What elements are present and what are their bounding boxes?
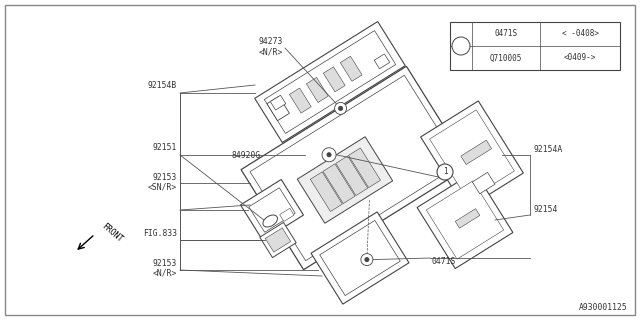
Polygon shape	[310, 172, 342, 212]
Circle shape	[322, 148, 336, 162]
Text: 1: 1	[459, 42, 463, 51]
Text: 84920G: 84920G	[232, 150, 261, 159]
Polygon shape	[289, 88, 311, 113]
Polygon shape	[249, 188, 295, 232]
Polygon shape	[417, 172, 513, 268]
Text: A930001125: A930001125	[579, 303, 628, 312]
Text: 0471S: 0471S	[495, 29, 518, 38]
Polygon shape	[250, 75, 460, 261]
Polygon shape	[461, 140, 492, 164]
Polygon shape	[266, 228, 291, 252]
Circle shape	[327, 153, 331, 157]
Polygon shape	[336, 156, 368, 196]
Polygon shape	[420, 101, 524, 209]
Text: FIG.833: FIG.833	[143, 228, 177, 237]
Text: <N/R>: <N/R>	[152, 268, 177, 277]
Polygon shape	[455, 209, 480, 228]
Bar	[450, 22, 620, 70]
Polygon shape	[323, 67, 345, 92]
Text: 0471S: 0471S	[432, 257, 456, 266]
Text: 92151: 92151	[152, 143, 177, 153]
Polygon shape	[323, 164, 355, 204]
Polygon shape	[298, 137, 393, 223]
Text: <0409->: <0409->	[564, 53, 596, 62]
Text: 1: 1	[443, 167, 447, 177]
Polygon shape	[267, 96, 289, 121]
Text: FRONT: FRONT	[100, 222, 124, 245]
Circle shape	[452, 37, 470, 55]
Circle shape	[365, 258, 369, 261]
Circle shape	[361, 253, 373, 266]
Text: 94273: 94273	[259, 37, 283, 46]
Polygon shape	[374, 54, 390, 69]
Polygon shape	[429, 110, 515, 200]
Text: Q710005: Q710005	[490, 53, 522, 62]
Circle shape	[437, 164, 453, 180]
Polygon shape	[349, 148, 381, 188]
Polygon shape	[340, 56, 362, 81]
Ellipse shape	[263, 215, 278, 227]
Circle shape	[339, 106, 342, 110]
Polygon shape	[241, 180, 303, 241]
Polygon shape	[264, 31, 396, 133]
Polygon shape	[320, 220, 400, 296]
Text: <SN/R>: <SN/R>	[148, 182, 177, 191]
Polygon shape	[280, 208, 294, 221]
Text: 92153: 92153	[152, 172, 177, 181]
Text: 92154: 92154	[533, 205, 557, 214]
Text: 92154A: 92154A	[533, 146, 563, 155]
Polygon shape	[307, 77, 328, 102]
Polygon shape	[255, 21, 405, 142]
Polygon shape	[472, 172, 495, 194]
Polygon shape	[270, 95, 286, 110]
Text: < -0408>: < -0408>	[561, 29, 598, 38]
Text: 92154B: 92154B	[148, 81, 177, 90]
Polygon shape	[260, 222, 296, 258]
Circle shape	[335, 102, 347, 114]
Polygon shape	[426, 181, 504, 259]
Polygon shape	[241, 66, 469, 270]
Polygon shape	[311, 212, 409, 304]
Text: <N/R>: <N/R>	[259, 47, 283, 57]
Text: 92153: 92153	[152, 259, 177, 268]
